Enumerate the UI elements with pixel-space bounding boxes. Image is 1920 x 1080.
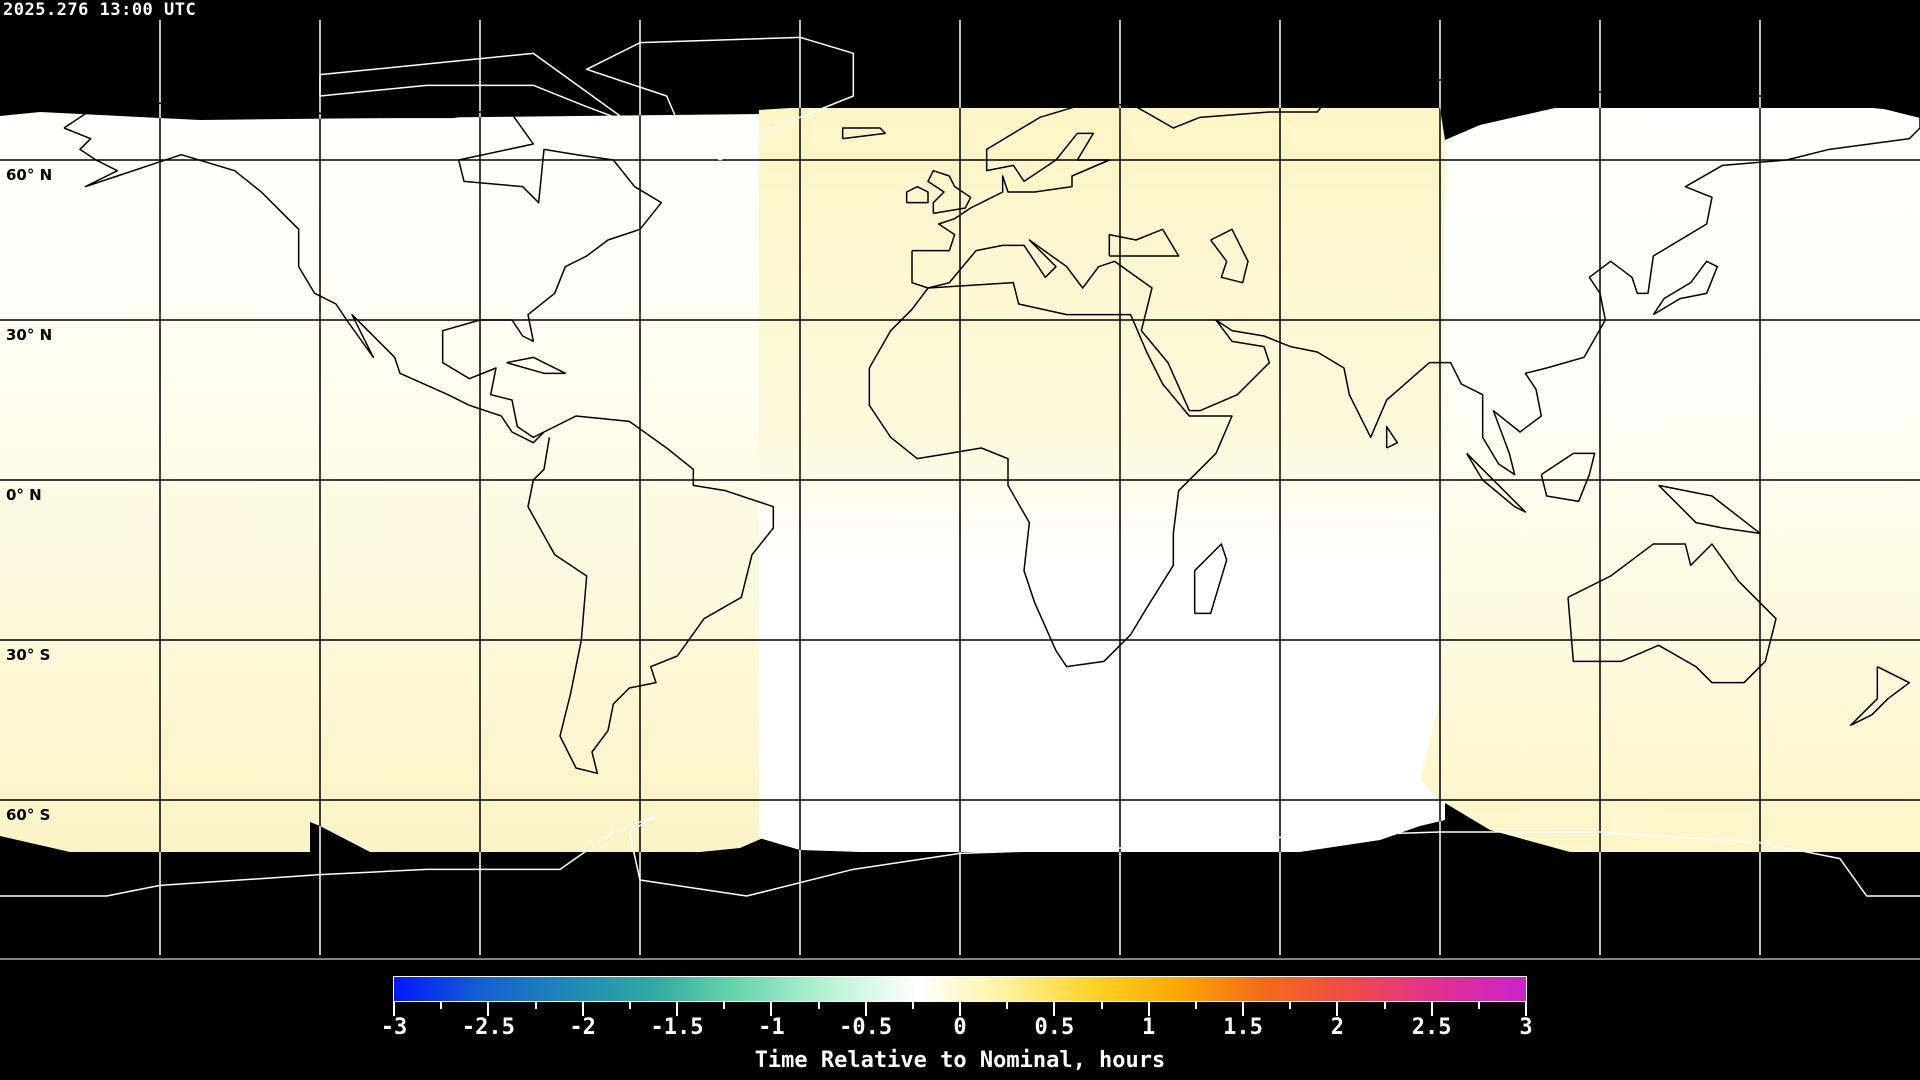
caspian-sea-coastline: [1210, 228, 1249, 284]
colorbar-tick: [1430, 1002, 1433, 1016]
polar-coastlines: [0, 36, 1920, 897]
colorbar-tick-label: -3: [380, 1015, 408, 1040]
antarctica-coastline: [0, 815, 1920, 897]
colorbar-tick: [864, 1002, 867, 1016]
world-map: [0, 0, 1920, 960]
colorbar-tick: [581, 1002, 584, 1016]
colorbar-tick: [676, 1002, 678, 1016]
colorbar-tick: [628, 1002, 631, 1009]
ireland-coastline: [905, 185, 929, 204]
sri-lanka-coastline: [1385, 425, 1399, 449]
colorbar-tick-label: 3: [1519, 1015, 1533, 1040]
colorbar-tick-label: 1: [1142, 1015, 1156, 1040]
colorbar-tick: [440, 1002, 443, 1009]
black-sea-coastline: [1108, 228, 1180, 257]
colorbar-tick-label: -2: [569, 1015, 596, 1040]
arctic-islands-coastline: [319, 52, 631, 124]
timestamp-label: 2025.276 13:00 UTC: [3, 0, 197, 20]
colorbar-tick: [1006, 1002, 1009, 1009]
lat-label-60s: 60° S: [6, 806, 51, 824]
colorbar-tick-label: -1: [758, 1015, 785, 1040]
lat-label-60n: 60° N: [6, 166, 53, 184]
colorbar-tick-label: 0.5: [1034, 1015, 1075, 1040]
colorbar-tick: [1242, 1002, 1244, 1016]
borneo-coastline: [1540, 452, 1596, 503]
colorbar-tick-label: 2.5: [1411, 1015, 1452, 1040]
colorbar-tick: [487, 1002, 490, 1016]
colorbar: [393, 976, 1527, 1002]
great-britain-coastline: [927, 169, 972, 215]
new-guinea-coastline: [1658, 484, 1761, 535]
colorbar-tick: [817, 1002, 820, 1009]
cuba-coastline: [506, 356, 567, 375]
north-america-coastline: [63, 100, 663, 444]
colorbar-tick: [723, 1002, 726, 1009]
africa-coastline: [868, 281, 1233, 668]
australia-coastline: [1567, 543, 1777, 684]
colorbar-tick: [911, 1002, 914, 1009]
colorbar-tick: [1336, 1002, 1339, 1016]
colorbar-tick-label: 2: [1330, 1015, 1344, 1040]
madagascar-coastline: [1193, 543, 1228, 615]
colorbar-tick: [770, 1002, 773, 1016]
colorbar-tick-label: -2.5: [461, 1015, 515, 1040]
colorbar-tick: [1194, 1002, 1197, 1009]
colorbar-tick: [1525, 1002, 1527, 1016]
colorbar-tick: [1147, 1002, 1150, 1016]
colorbar-tick: [534, 1002, 537, 1009]
colorbar-tick: [1100, 1002, 1103, 1009]
colorbar-tick: [1383, 1002, 1386, 1009]
colorbar-tick: [959, 1002, 961, 1016]
colorbar-tick-label: 1.5: [1223, 1015, 1263, 1040]
south-america-coastline: [527, 415, 775, 775]
lat-label-30n: 30° N: [6, 326, 53, 344]
colorbar-tick-label: 0: [953, 1015, 967, 1040]
iceland-coastline: [841, 127, 887, 140]
sumatra-coastline: [1466, 452, 1527, 513]
data-region-west: [0, 112, 763, 852]
greenland-coastline: [585, 36, 855, 161]
graticule: [0, 0, 1920, 955]
lat-label-0: 0° N: [6, 486, 42, 504]
colorbar-tick: [1477, 1002, 1480, 1009]
new-zealand-coastline: [1849, 665, 1911, 727]
colorbar-tick: [1053, 1002, 1056, 1016]
colorbar-label: Time Relative to Nominal, hours: [754, 1048, 1166, 1073]
colorbar-tick-label: -0.5: [839, 1015, 893, 1040]
colorbar-tick: [1289, 1002, 1292, 1009]
eurasia-coastline: [911, 68, 1920, 476]
coastlines: [63, 68, 1920, 775]
colorbar-tick-label: -1.5: [650, 1015, 704, 1040]
colorbar-tick: [393, 1002, 395, 1016]
japan-coastline: [1652, 260, 1719, 316]
lat-label-30s: 30° S: [6, 646, 51, 664]
